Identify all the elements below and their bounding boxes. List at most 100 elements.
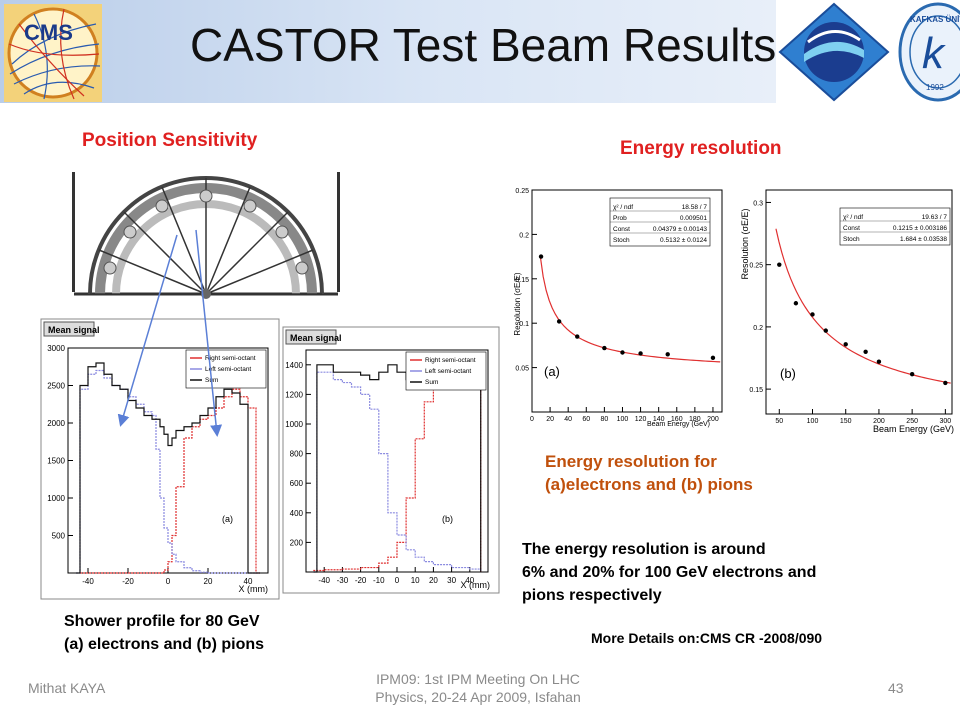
chart-c-stats-label: Stoch [613,237,630,244]
kafkas-university-logo: KAFKAS ÜNİVERSİTESİ k 1992 [898,2,960,102]
chart-d-data-point [810,312,815,317]
chart-d-data-point [863,349,868,354]
chart-d-stats-value: 1.684 ± 0.03538 [900,236,947,243]
chart-c-stats-value: 0.009501 [680,215,707,222]
chart-d-stats-label: Const [843,225,860,232]
kafkas-logo-letter: k [922,29,946,78]
chart-c-panel: (a) [544,364,560,379]
chart-d-data-point [777,262,782,267]
chart-c-data-point [575,334,580,339]
chart-a-legend-label: Right semi-octant [205,355,256,362]
chart-b-panel: (b) [442,514,453,524]
chart-c-data-point [538,254,544,259]
chart-a-title: Mean signal [48,325,100,335]
chart-a-legend-label: Sum [205,377,218,384]
chart-a-panel: (a) [222,514,233,524]
chart-d-stats-value: 0.1215 ± 0.003186 [893,225,948,232]
chart-c-xtick-label: 100 [617,416,629,423]
chart-c-data-point [710,355,716,361]
chart-a-xtick-label: 40 [244,577,253,586]
chart-d-data-point [823,328,828,333]
chart-d-xtick-label: 50 [775,418,783,425]
cms-logo-text: CMS [24,20,73,45]
chart-b-legend-label: Sum [425,379,438,386]
header-banner [0,0,776,103]
chart-b-xtick-label: 40 [465,576,474,585]
chart-d-ytick-label: 0.3 [753,200,763,207]
chart-c-xtick-label: 120 [635,416,647,423]
chart-b-xtick-label: 30 [447,576,456,585]
chart-d-xtick-label: 250 [906,418,918,425]
chart-c-data-point [602,345,607,351]
chart-d-xtick-label: 100 [807,418,819,425]
resolution-caption-line2: (a)electrons and (b) pions [545,475,753,494]
chart-d-data-point [909,371,915,377]
chart-c-data-point [620,350,625,355]
chart-d-panel: (b) [780,366,796,381]
chart-c-fit-curve [539,255,721,363]
chart-b-xtick-label: -40 [318,576,330,585]
chart-d-data-point [793,301,799,306]
chart-d-plot-frame [765,189,953,415]
energy-resolution-chart-a: 0.05 0.1 0.15 0.2 0.25 0 20 40 60 80 100 120 140 160 1… [510,184,730,430]
chart-c-xlabel: Beam Energy (GeV) [647,421,710,428]
chart-c-xtick-label: 20 [546,416,554,423]
shower-caption-line1: Shower profile for 80 GeV [64,613,260,630]
chart-c-xtick-label: 180 [689,416,701,423]
chart-d-fit-curve [775,228,951,384]
chart-d-xtick-label: 300 [940,418,952,425]
chart-a-ytick-label: 1000 [47,494,65,503]
footer-conference: IPM09: 1st IPM Meeting On LHC Physics, 2… [358,670,598,706]
chart-c-data-point [556,319,562,324]
footer-conference-line2: Physics, 20-24 Apr 2009, Isfahan [375,689,581,705]
chart-b-ytick-label: 800 [290,450,304,459]
chart-a-xtick-label: -40 [82,577,94,586]
chart-a-legend-label: Left semi-octant [205,366,251,373]
chart-c-data-point [638,351,643,356]
chart-b-series-left-semi-octant [313,371,482,573]
chart-d-xlabel: Beam Energy (GeV) [873,424,954,434]
chart-c-ytick-label: 0.15 [515,277,529,284]
chart-b-ytick-label: 200 [290,538,304,547]
chart-d-stats-box [839,207,951,246]
chart-b-xtick-label: 20 [429,576,438,585]
chart-d-data-point [876,359,882,364]
chart-c-ytick-label: 0.25 [515,188,529,195]
conference-logo [778,2,890,102]
chart-b-xtick-label: 10 [411,576,420,585]
chart-b-xtick-label: 0 [395,576,400,585]
chart-a-xtick-label: -20 [122,577,134,586]
chart-c-plot-frame [531,189,723,413]
chart-d-stats-value: 19.63 / 7 [922,214,948,221]
position-sensitivity-heading: Position Sensitivity [82,130,258,151]
resolution-caption: Energy resolution for (a)electrons and (… [545,450,753,496]
chart-c-stats-label: Prob [613,215,627,222]
chart-c-ytick-label: 0.1 [519,321,529,328]
chart-a-ytick-label: 2000 [47,419,65,428]
cms-logo: CMS [4,4,102,102]
chart-a-xtick-label: 20 [204,577,213,586]
chart-a-series-sum [76,362,260,574]
chart-d-ytick-label: 0.2 [753,325,763,332]
chart-b-ytick-label: 1200 [285,390,303,399]
chart-a-ytick-label: 1500 [47,457,65,466]
footer-author: Mithat KAYA [28,680,106,696]
chart-b-xlabel: X (mm) [461,580,491,590]
kafkas-logo-year: 1992 [926,83,944,92]
chart-d-xtick-label: 200 [873,418,885,425]
chart-c-xtick-label: 80 [600,416,608,423]
footer-page-number: 43 [888,680,904,696]
chart-d-ylabel: Resolution (σE/E) [740,208,750,279]
chart-d-xtick-label: 150 [840,418,852,425]
chart-a-xtick-label: 0 [166,577,171,586]
chart-a-ytick-label: 3000 [47,344,65,353]
resolution-note-line1: The energy resolution is around [522,541,766,558]
kafkas-logo-text: KAFKAS ÜNİVERSİTESİ [910,15,960,24]
chart-b-ytick-label: 600 [290,479,304,488]
resolution-caption-line1: Energy resolution for [545,452,717,471]
chart-b-ytick-label: 1000 [285,420,303,429]
chart-d-ytick-label: 0.15 [749,387,763,394]
chart-d-ytick-label: 0.25 [749,263,763,270]
shower-profile-chart-b: Mean signal 200400600800100012001400-40-… [282,326,500,594]
chart-c-stats-value: 18.58 / 7 [682,204,708,211]
